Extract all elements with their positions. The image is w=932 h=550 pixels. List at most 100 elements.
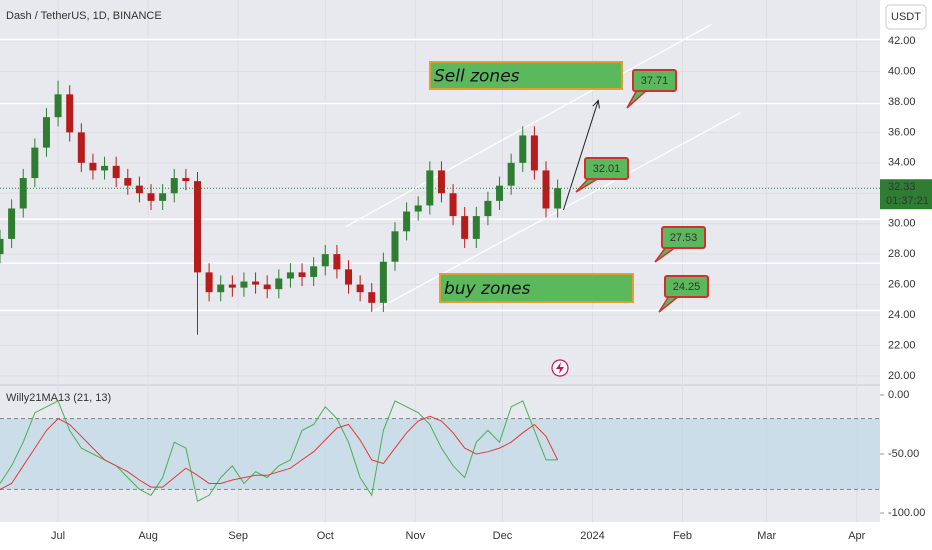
zone-label: Sell zones	[434, 67, 520, 87]
y-tick-label: 28.00	[888, 248, 916, 260]
y-tick-label: 38.00	[888, 96, 916, 108]
candle-body	[217, 284, 225, 293]
candle-body	[275, 278, 283, 290]
callout-box	[664, 275, 709, 298]
candle-body	[391, 231, 399, 262]
candle-body	[205, 272, 213, 293]
y-tick-label: 24.00	[888, 309, 916, 321]
candle-body	[554, 188, 562, 209]
last-price-box	[880, 179, 932, 210]
y-tick-label: 36.00	[888, 126, 916, 138]
candle-body	[356, 284, 364, 293]
zone-label: buy zones	[444, 279, 531, 299]
candle-body	[54, 94, 62, 118]
candle-body	[496, 185, 504, 201]
x-tick-label: Dec	[493, 530, 513, 542]
y-tick-label: 30.00	[888, 218, 916, 230]
unit-label: USDT	[891, 11, 921, 23]
candle-body	[437, 170, 445, 194]
candle-body	[252, 281, 260, 285]
candle-body	[368, 292, 376, 303]
last-price-label: 32.33	[888, 181, 916, 193]
callout-box	[632, 69, 677, 92]
candle-body	[298, 272, 306, 277]
candle-body	[8, 208, 16, 239]
x-tick-label: Feb	[673, 530, 692, 542]
candle-body	[170, 178, 178, 194]
price-axis	[880, 0, 932, 550]
indicator-line	[0, 415, 559, 490]
candle-body	[19, 178, 27, 209]
overlay: Jul Aug Sep Oct Nov Dec 2024 Feb Mar Apr 42.00 40.0…	[0, 35, 932, 542]
candle-body	[101, 165, 109, 171]
candle-body	[310, 266, 318, 277]
arrow-head	[592, 99, 600, 109]
y-tick-label: 34.00	[888, 157, 916, 169]
candle-body	[507, 162, 515, 186]
unit-box	[885, 4, 927, 30]
y-tick-label: 20.00	[888, 370, 916, 382]
candle-body	[147, 193, 155, 201]
indicator-title: Willy21MA13 (21, 13)	[6, 392, 111, 404]
x-tick-label: Nov	[406, 530, 426, 542]
x-tick-label: Jul	[51, 530, 65, 542]
candle-body	[403, 211, 411, 232]
x-tick-label: Apr	[848, 530, 865, 542]
candle-body	[286, 272, 294, 279]
x-tick-label: Sep	[228, 530, 248, 542]
channel-line	[345, 23, 712, 228]
countdown: 01:37:21	[886, 195, 929, 207]
time-axis	[0, 522, 880, 550]
candle-body	[542, 170, 550, 209]
y-tick-label: 26.00	[888, 278, 916, 290]
y-tick-label: 0.00	[888, 389, 909, 401]
candle-body	[484, 200, 492, 217]
candle-body	[124, 178, 132, 186]
projection-arrow	[562, 100, 599, 211]
candle-body	[42, 117, 50, 148]
callout-label: 24.25	[673, 281, 701, 293]
callout-label: 27.53	[670, 232, 698, 244]
marks	[0, 80, 562, 502]
callout-label: 37.71	[641, 75, 669, 87]
y-tick-label: 42.00	[888, 35, 916, 47]
candle-body	[228, 284, 236, 288]
candle-body	[530, 135, 538, 171]
candle-body	[193, 181, 201, 273]
callout-box	[584, 157, 629, 180]
candle-body	[89, 162, 97, 171]
candle-body	[345, 269, 353, 285]
candle-body	[519, 135, 527, 163]
y-tick-label: 40.00	[888, 65, 916, 77]
x-tick-label: Oct	[317, 530, 334, 542]
y-tick-label: -50.00	[888, 448, 919, 460]
y-tick-label: 22.00	[888, 339, 916, 351]
candle-body	[321, 254, 329, 267]
candle-body	[182, 178, 190, 182]
x-tick-label: 2024	[580, 530, 604, 542]
candle-body	[379, 261, 387, 303]
candle-body	[159, 193, 167, 201]
callout-box	[661, 226, 706, 249]
candle-body	[112, 165, 120, 179]
callout-label: 32.01	[593, 163, 621, 175]
candle-body	[0, 238, 4, 255]
zone-box	[429, 61, 623, 90]
candle-body	[135, 185, 143, 194]
alert-icon	[551, 359, 569, 377]
candle-body	[472, 216, 480, 239]
x-tick-label: Mar	[757, 530, 776, 542]
y-tick-label: -100.00	[888, 507, 925, 519]
candle-body	[461, 216, 469, 239]
x-tick-label: Aug	[138, 530, 158, 542]
zone-box	[439, 273, 634, 303]
candle-body	[77, 132, 85, 163]
candle-body	[31, 147, 39, 179]
candle-body	[449, 193, 457, 217]
candle-body	[263, 284, 271, 290]
indicator-line	[0, 400, 558, 502]
chart-title: Dash / TetherUS, 1D, BINANCE	[6, 10, 162, 22]
